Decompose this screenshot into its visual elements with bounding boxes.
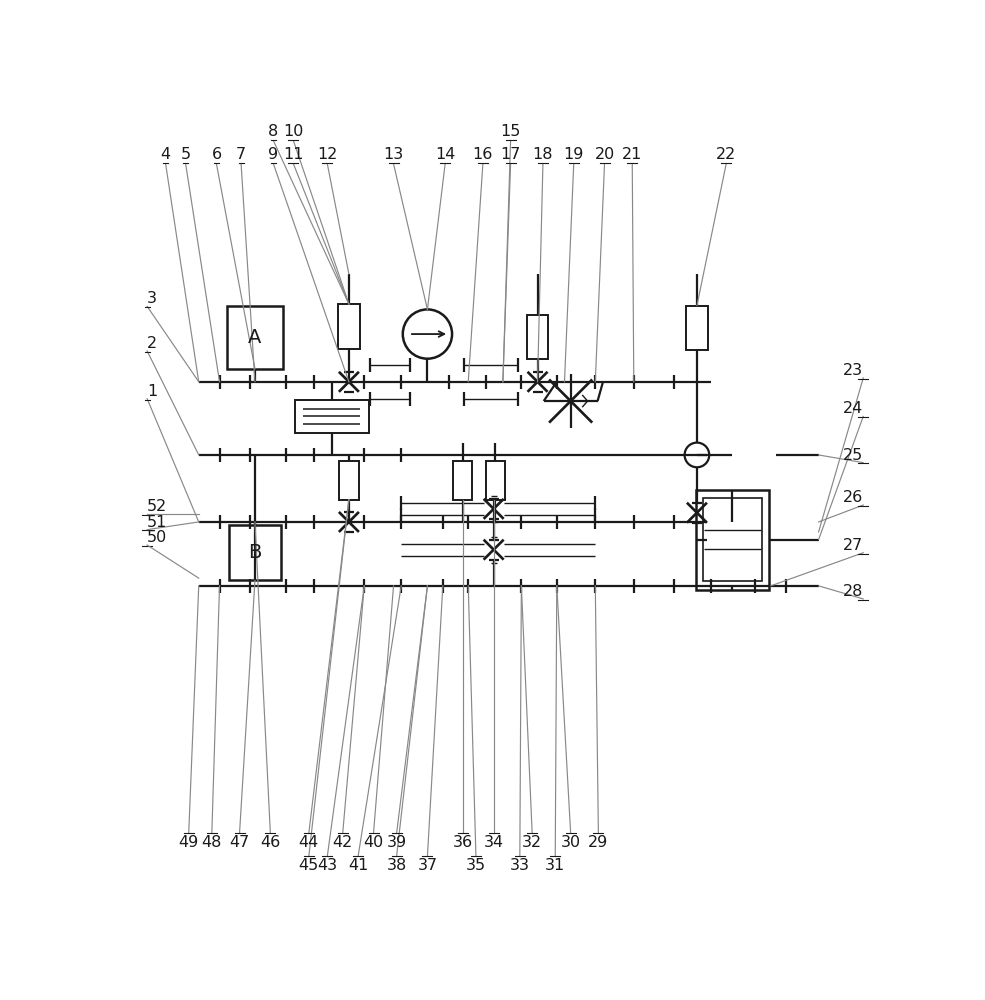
Bar [702,498,762,581]
Text: 8: 8 [268,124,279,139]
Text: 35: 35 [466,858,486,873]
Text: 30: 30 [560,835,581,850]
Text: 20: 20 [594,147,615,162]
Text: 4: 4 [161,147,170,162]
Text: 7: 7 [236,147,246,162]
Text: 51: 51 [147,515,167,530]
Text: 14: 14 [435,147,455,162]
Text: 21: 21 [623,147,642,162]
Text: 13: 13 [383,147,404,162]
Text: 34: 34 [484,835,503,850]
Text: 50: 50 [147,530,167,545]
Text: 29: 29 [588,835,609,850]
Bar [486,461,505,500]
Text: 11: 11 [284,147,303,162]
Text: 27: 27 [843,538,863,553]
Text: 32: 32 [522,835,542,850]
Text: 9: 9 [268,147,279,162]
Bar [687,306,707,350]
Text: 44: 44 [298,835,319,850]
Text: 52: 52 [147,499,167,514]
Text: 23: 23 [843,363,863,378]
Text: 17: 17 [500,147,521,162]
Text: 42: 42 [333,835,353,850]
Text: 5: 5 [180,147,191,162]
Text: A: A [248,328,262,347]
Text: 12: 12 [317,147,338,162]
Text: 40: 40 [363,835,383,850]
Text: 39: 39 [386,835,407,850]
Text: 47: 47 [230,835,249,850]
Text: 25: 25 [843,448,863,463]
Text: 2: 2 [147,336,158,351]
Bar [695,490,769,590]
Bar [296,400,368,433]
Text: 31: 31 [545,858,565,873]
Text: 37: 37 [418,858,437,873]
Text: 46: 46 [260,835,281,850]
Text: 10: 10 [284,124,303,139]
Text: 45: 45 [298,858,319,873]
Text: 3: 3 [147,291,158,306]
Text: 43: 43 [317,858,338,873]
Text: 22: 22 [716,147,737,162]
Text: 26: 26 [843,490,863,505]
Text: 48: 48 [202,835,222,850]
Text: 19: 19 [563,147,584,162]
Bar [527,315,549,359]
Bar [453,461,473,500]
Text: 36: 36 [453,835,473,850]
Bar [338,304,360,349]
Text: 1: 1 [147,384,158,399]
Text: 15: 15 [500,124,521,139]
Text: 6: 6 [212,147,222,162]
Bar [339,461,359,500]
Text: 24: 24 [843,401,863,416]
Text: 33: 33 [510,858,530,873]
Text: 28: 28 [843,584,863,599]
Bar [229,525,281,580]
Text: B: B [248,543,262,562]
Text: 38: 38 [386,858,407,873]
Bar [228,306,283,369]
Text: 49: 49 [178,835,199,850]
Text: 16: 16 [473,147,493,162]
Text: 18: 18 [533,147,554,162]
Text: 41: 41 [348,858,368,873]
